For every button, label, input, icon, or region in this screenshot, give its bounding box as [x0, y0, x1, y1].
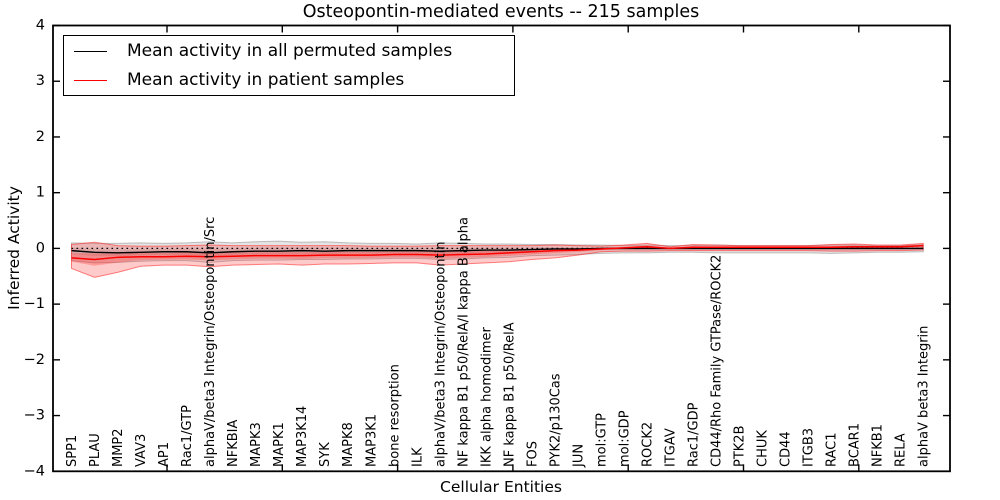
- x-category-label: alphaV/beta3 Integrin/Osteopontin/Src: [203, 217, 218, 467]
- x-category-label: SYK: [318, 442, 333, 467]
- legend-label-permuted: Mean activity in all permuted samples: [127, 40, 453, 61]
- x-category-label: alphaV beta3 Integrin: [917, 326, 932, 467]
- y-tick-label: 4: [36, 18, 45, 34]
- x-category-label: VAV3: [134, 434, 149, 467]
- x-category-label: MAPK3: [249, 422, 264, 467]
- x-axis-title: Cellular Entities: [440, 478, 562, 496]
- x-category-label: FOS: [525, 441, 540, 467]
- x-category-label: JUN: [571, 444, 586, 468]
- x-category-label: ILK: [410, 447, 425, 467]
- permuted-mean-line: [71, 247, 924, 254]
- y-tick-label: −4: [24, 463, 45, 479]
- y-tick-label: −2: [24, 352, 45, 368]
- y-tick-label: 1: [36, 185, 45, 201]
- x-category-label: ITGAV: [664, 428, 679, 467]
- x-category-label: BCAR1: [848, 423, 863, 467]
- x-category-label: alphaV/beta3 Integrin/Osteopontin: [433, 242, 448, 467]
- permuted-line-sample-icon: [74, 50, 107, 52]
- x-category-label: mol:GTP: [594, 413, 609, 467]
- y-tick-label: −3: [24, 408, 45, 424]
- legend-entry-permuted: Mean activity in all permuted samples: [64, 39, 514, 63]
- x-category-label: mol:GDP: [617, 410, 632, 467]
- x-category-label: MAP3K1: [364, 414, 379, 467]
- y-tick-label: 2: [36, 129, 45, 145]
- x-category-label: NFKB1: [871, 424, 886, 467]
- y-tick-label: 3: [36, 73, 45, 89]
- patient-mean-line: [71, 244, 924, 261]
- permuted-band-inner: [71, 247, 924, 257]
- legend-entry-patient: Mean activity in patient samples: [64, 68, 514, 92]
- legend: Mean activity in all permuted samples Me…: [63, 35, 515, 96]
- x-category-label: CHUK: [756, 430, 771, 467]
- x-category-label: PTK2B: [733, 426, 748, 468]
- x-category-label: RELA: [894, 433, 909, 467]
- x-category-label: PYK2/p130Cas: [548, 373, 563, 467]
- x-category-label: MAP3K14: [295, 406, 310, 467]
- y-tick-label: 0: [36, 240, 45, 256]
- y-axis-title: Inferred Activity: [5, 186, 23, 310]
- x-category-label: SPP1: [65, 435, 80, 467]
- x-category-label: CD44: [779, 431, 794, 467]
- patient-line-sample-icon: [74, 79, 107, 81]
- x-category-label: MAPK1: [272, 422, 287, 467]
- x-category-label: ITGB3: [802, 428, 817, 467]
- x-category-label: NF kappa B1 p50/RelA/I kappa B alpha: [456, 217, 471, 467]
- x-category-label: CD44/Rho Family GTPase/ROCK2: [710, 255, 725, 467]
- y-tick-label: −1: [24, 296, 45, 312]
- chart-title: Osteopontin-mediated events -- 215 sampl…: [302, 2, 700, 22]
- x-category-label: NF kappa B1 p50/RelA: [502, 322, 517, 467]
- x-category-label: Rac1/GDP: [687, 402, 702, 467]
- x-category-label: IKK alpha homodimer: [479, 326, 494, 467]
- x-category-label: MMP2: [111, 428, 126, 467]
- x-category-label: MAPK8: [341, 422, 356, 467]
- x-category-label: PLAU: [88, 433, 103, 467]
- x-category-label: AP1: [157, 442, 172, 467]
- x-category-label: RAC1: [825, 432, 840, 467]
- x-category-label: Rac1/GTP: [180, 405, 195, 467]
- x-category-label: NFKBIA: [226, 420, 241, 467]
- patient-band-inner: [71, 244, 924, 266]
- x-category-label: bone resorption: [387, 364, 402, 467]
- legend-label-patient: Mean activity in patient samples: [127, 69, 405, 90]
- x-category-label: ROCK2: [641, 422, 656, 467]
